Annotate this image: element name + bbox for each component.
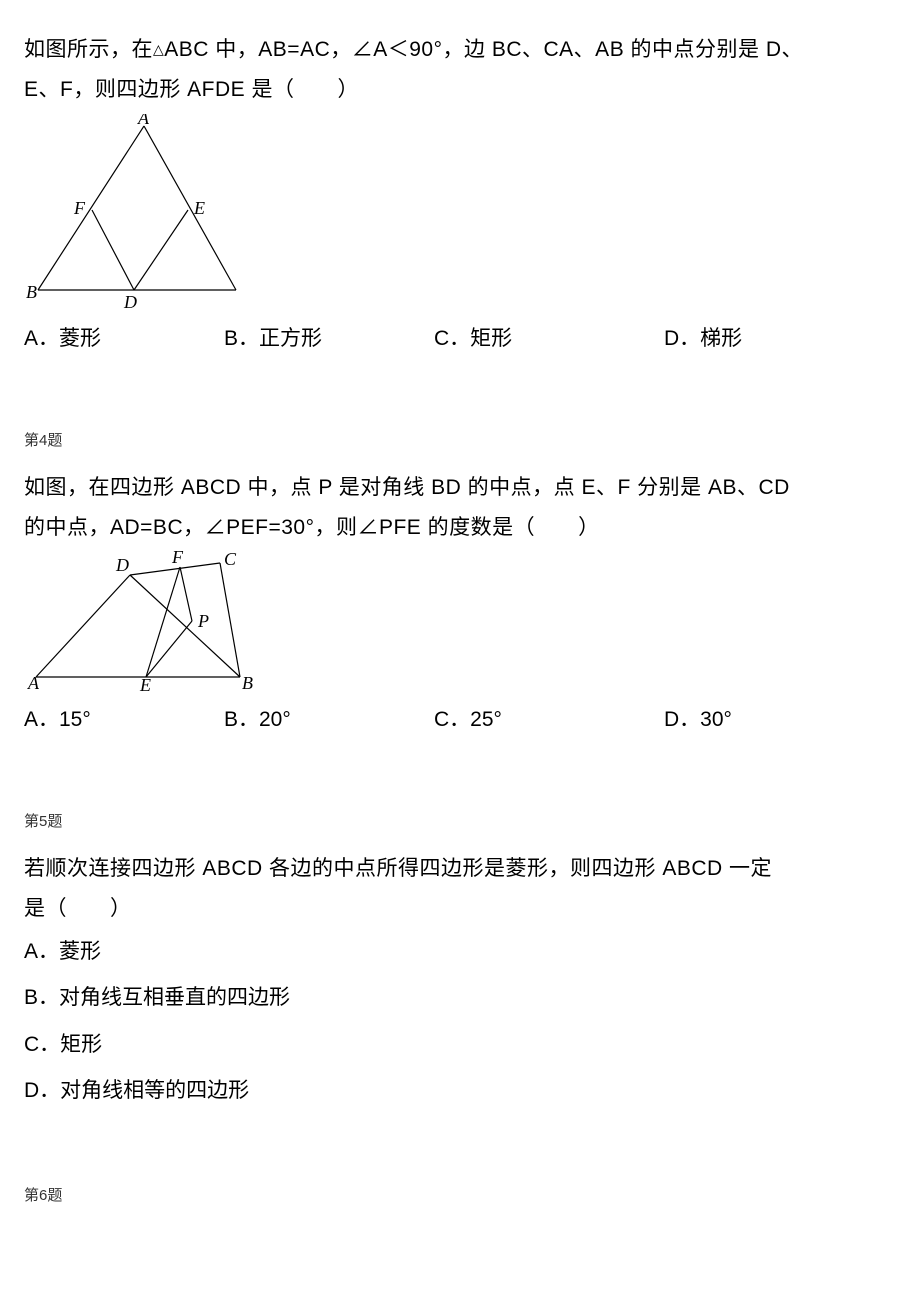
q4-option-a: A．15°	[24, 700, 224, 740]
svg-text:F: F	[171, 551, 184, 567]
q5-stem-l1: 若顺次连接四边形 ABCD 各边的中点所得四边形是菱形，则四边形 ABCD 一定	[24, 857, 772, 880]
q3-stem-l1-post: ABC 中，AB=AC，∠A＜90°，边 BC、CA、AB 的中点分别是 D、	[164, 38, 803, 61]
q5-stem: 若顺次连接四边形 ABCD 各边的中点所得四边形是菱形，则四边形 ABCD 一定…	[24, 849, 896, 929]
q4-option-d: D．30°	[664, 700, 814, 740]
svg-text:E: E	[193, 198, 205, 218]
q3-stem: 如图所示，在△ABC 中，AB=AC，∠A＜90°，边 BC、CA、AB 的中点…	[24, 30, 896, 110]
question-4: 第4题 如图，在四边形 ABCD 中，点 P 是对角线 BD 的中点，点 E、F…	[24, 429, 896, 741]
q4-figure: A B C D E F P	[24, 551, 896, 696]
triangle-symbol: △	[153, 41, 164, 57]
q5-stem-l2: 是（ ）	[24, 897, 132, 920]
svg-text:B: B	[26, 282, 37, 302]
svg-text:E: E	[139, 675, 151, 691]
q4-svg: A B C D E F P	[24, 551, 262, 691]
svg-text:A: A	[27, 673, 40, 691]
q4-label: 第4题	[24, 429, 896, 450]
q3-options: A．菱形 B．正方形 C．矩形 D．梯形	[24, 319, 896, 359]
q4-stem-l2: 的中点，AD=BC，∠PEF=30°，则∠PFE 的度数是（ ）	[24, 516, 600, 539]
svg-text:D: D	[115, 555, 129, 575]
q6-label: 第6题	[24, 1184, 896, 1205]
question-5: 第5题 若顺次连接四边形 ABCD 各边的中点所得四边形是菱形，则四边形 ABC…	[24, 810, 896, 1114]
q3-option-d: D．梯形	[664, 319, 814, 359]
q5-option-d: D．对角线相等的四边形	[24, 1068, 896, 1114]
svg-text:F: F	[73, 198, 86, 218]
q4-option-c: C．25°	[434, 700, 664, 740]
q4-stem-l1: 如图，在四边形 ABCD 中，点 P 是对角线 BD 的中点，点 E、F 分别是…	[24, 476, 790, 499]
svg-text:D: D	[123, 292, 137, 310]
q4-options: A．15° B．20° C．25° D．30°	[24, 700, 896, 740]
q3-option-c: C．矩形	[434, 319, 664, 359]
svg-text:B: B	[242, 673, 253, 691]
q5-option-b: B．对角线互相垂直的四边形	[24, 975, 896, 1021]
q5-label: 第5题	[24, 810, 896, 831]
svg-text:P: P	[197, 611, 209, 631]
q3-stem-l2: E、F，则四边形 AFDE 是（ ）	[24, 78, 359, 101]
q4-option-b: B．20°	[224, 700, 434, 740]
question-6: 第6题	[24, 1184, 896, 1205]
q3-stem-l1-pre: 如图所示，在	[24, 38, 153, 61]
q5-option-c: C．矩形	[24, 1022, 896, 1068]
q4-stem: 如图，在四边形 ABCD 中，点 P 是对角线 BD 的中点，点 E、F 分别是…	[24, 468, 896, 548]
q3-option-b: B．正方形	[224, 319, 434, 359]
q3-option-a: A．菱形	[24, 319, 224, 359]
q3-figure: ABCDEF	[24, 114, 896, 315]
q3-svg: ABCDEF	[24, 114, 240, 310]
svg-text:A: A	[137, 114, 150, 128]
q5-option-a: A．菱形	[24, 929, 896, 975]
svg-text:C: C	[224, 551, 237, 569]
q5-options: A．菱形 B．对角线互相垂直的四边形 C．矩形 D．对角线相等的四边形	[24, 929, 896, 1114]
question-3: 如图所示，在△ABC 中，AB=AC，∠A＜90°，边 BC、CA、AB 的中点…	[24, 30, 896, 359]
